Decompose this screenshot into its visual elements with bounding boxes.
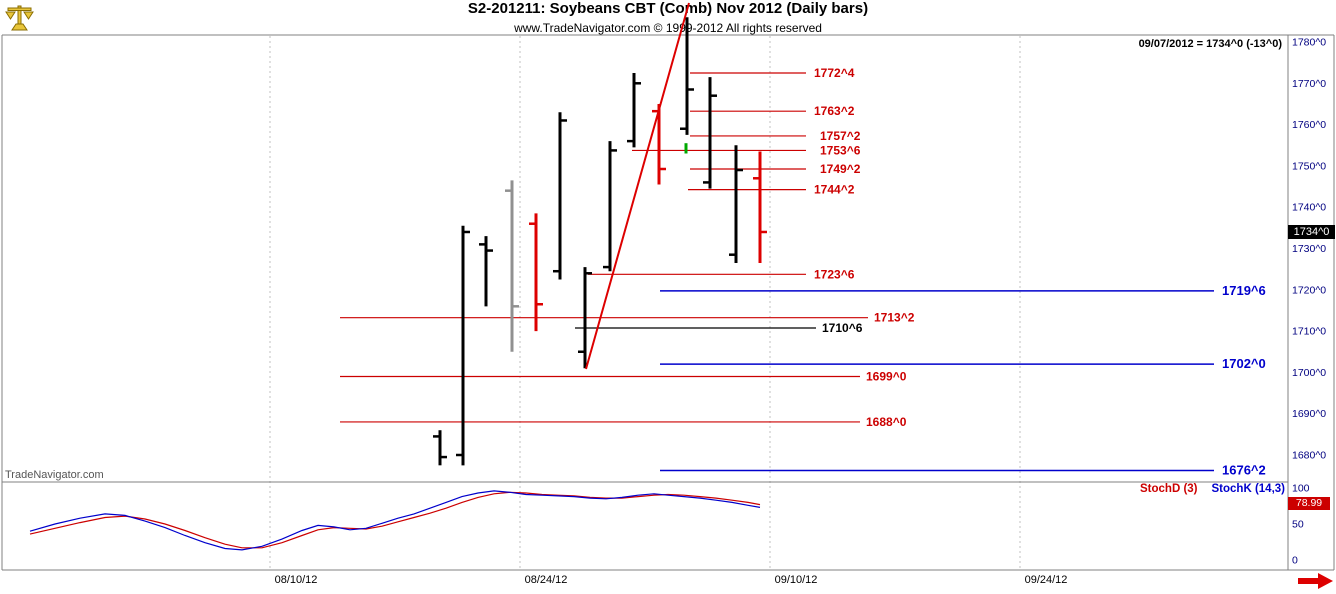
x-axis-label: 08/10/12 — [275, 574, 318, 586]
price-axis-label: 1690^0 — [1292, 408, 1326, 420]
price-level-label: 1749^2 — [820, 162, 861, 176]
x-axis-label: 08/24/12 — [525, 574, 568, 586]
stoch-axis-label: 50 — [1292, 519, 1304, 531]
price-axis-label: 1750^0 — [1292, 160, 1326, 172]
stoch-k-line — [29, 490, 761, 551]
stochk-legend-label[interactable]: StochK (14,3) — [1211, 483, 1286, 495]
price-level-label: 1713^2 — [874, 311, 915, 325]
quote-readout: 09/07/2012 = 1734^0 (-13^0) — [1138, 38, 1282, 50]
price-axis-label: 1770^0 — [1292, 78, 1326, 90]
price-axis-label: 1720^0 — [1292, 284, 1326, 296]
price-axis-label: 1760^0 — [1292, 119, 1326, 131]
logo-crossbar — [7, 7, 32, 11]
last-price-badge: 1734^0 — [1288, 225, 1335, 239]
price-level-label: 1772^4 — [814, 66, 855, 80]
trend-line[interactable] — [585, 2, 690, 370]
price-level-label: 1699^0 — [866, 370, 907, 384]
price-level-label: 1702^0 — [1222, 356, 1266, 371]
chart-title: S2-201211: Soybeans CBT (Comb) Nov 2012 … — [467, 0, 869, 17]
price-level-label: 1763^2 — [814, 104, 855, 118]
price-level-label: 1710^6 — [822, 321, 863, 335]
price-axis-label: 1700^0 — [1292, 367, 1326, 379]
price-axis-label: 1780^0 — [1292, 37, 1326, 49]
price-level-label: 1753^6 — [820, 143, 861, 157]
watermark: TradeNavigator.com — [5, 469, 104, 481]
price-level-label: 1744^2 — [814, 183, 855, 197]
scroll-right-arrow-shape[interactable] — [1298, 573, 1333, 589]
stoch-d-line — [29, 491, 761, 549]
price-level-label: 1688^0 — [866, 415, 907, 429]
stochd-legend-label[interactable]: StochD (3) — [1140, 483, 1198, 495]
x-axis-label: 09/10/12 — [775, 574, 818, 586]
price-level-label: 1723^6 — [814, 267, 855, 281]
copyright-line: www.TradeNavigator.com © 1999-2012 All r… — [514, 21, 822, 35]
stoch-value-badge: 78.99 — [1288, 497, 1330, 510]
price-axis-label: 1740^0 — [1292, 202, 1326, 214]
price-axis-label: 1710^0 — [1292, 326, 1326, 338]
scroll-right-arrow-icon[interactable] — [1296, 571, 1334, 591]
logo-right-pan — [23, 11, 34, 20]
trade-navigator-logo-icon — [5, 5, 34, 31]
stoch-axis-label: 100 — [1292, 483, 1310, 495]
stochastic-legend: StochD (3) StochK (14,3) — [1090, 483, 1285, 495]
price-level-label: 1757^2 — [820, 129, 861, 143]
logo-left-pan — [5, 11, 16, 20]
logo-base — [11, 23, 28, 31]
stoch-axis-label: 0 — [1292, 555, 1298, 567]
price-level-label: 1719^6 — [1222, 283, 1266, 298]
x-axis-label: 09/24/12 — [1025, 574, 1068, 586]
price-axis-label: 1730^0 — [1292, 243, 1326, 255]
price-axis-label: 1680^0 — [1292, 450, 1326, 462]
price-level-label: 1676^2 — [1222, 462, 1266, 477]
